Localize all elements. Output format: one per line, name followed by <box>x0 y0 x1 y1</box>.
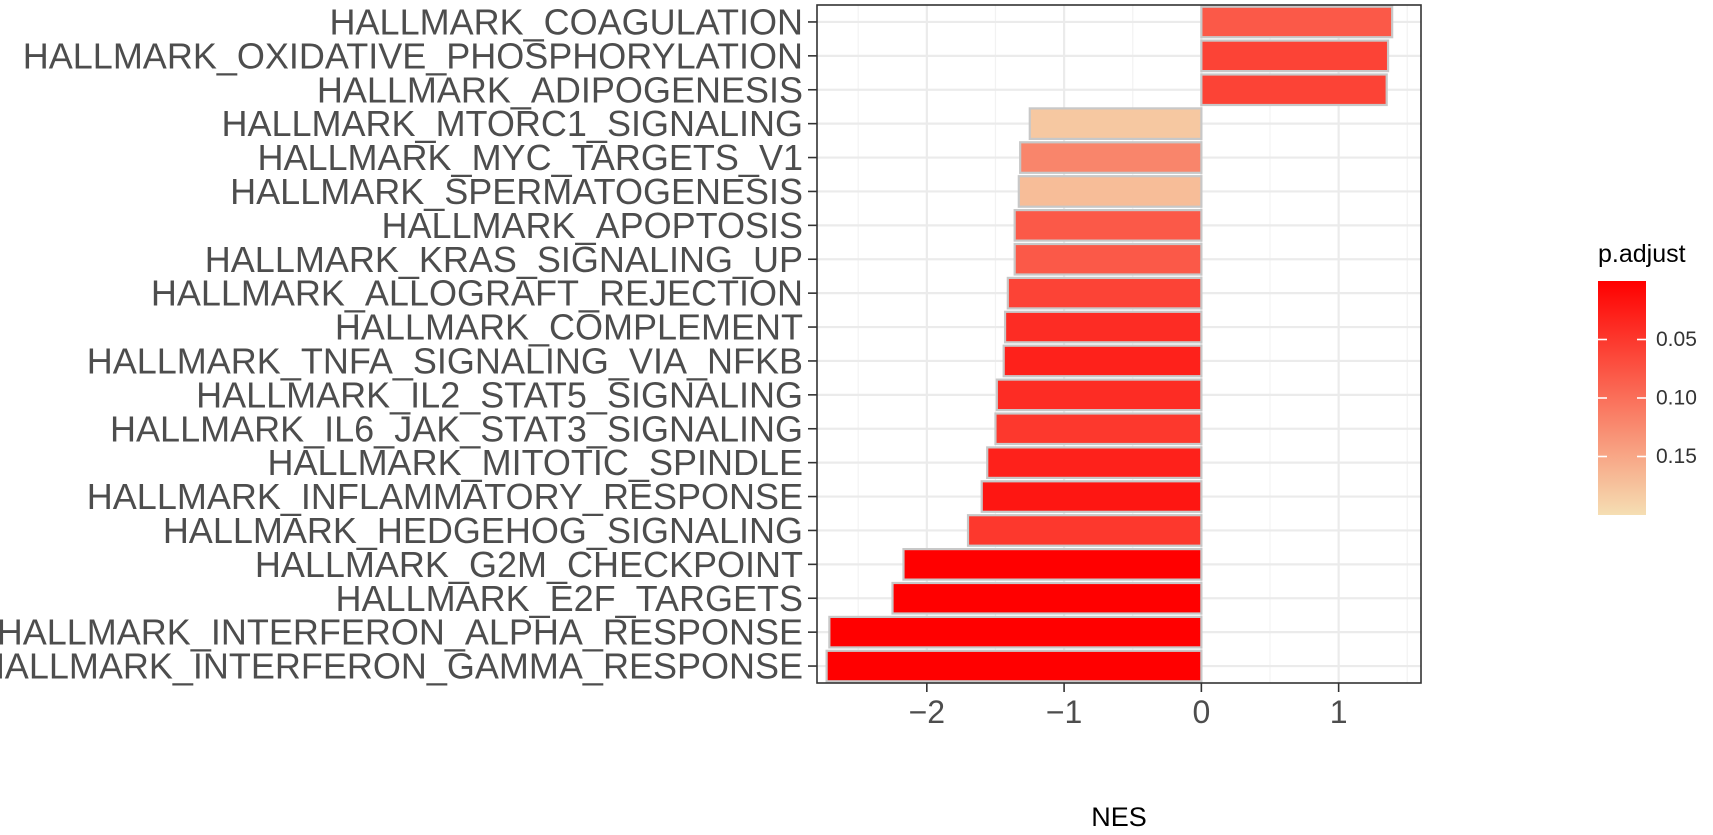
x-tick-label: −1 <box>1046 694 1082 730</box>
x-axis-ticks: −2 −1 0 1 <box>909 683 1348 730</box>
bar <box>1006 276 1203 310</box>
category-label: HALLMARK_KRAS_SIGNALING_UP <box>205 239 803 280</box>
bar <box>891 581 1203 615</box>
legend-tick-label: 0.05 <box>1656 328 1697 351</box>
category-label: HALLMARK_ADIPOGENESIS <box>317 69 803 110</box>
color-legend: p.adjust 0.05 0.10 0.15 <box>1598 240 1697 515</box>
category-label: HALLMARK_TNFA_SIGNALING_VIA_NFKB <box>87 340 803 381</box>
legend-tick-label: 0.15 <box>1656 445 1697 468</box>
bar <box>995 378 1203 412</box>
x-axis-title: NES <box>1091 802 1147 832</box>
x-tick-label: 0 <box>1192 694 1210 730</box>
bar <box>1013 208 1203 242</box>
bar <box>1003 310 1203 344</box>
x-tick-label: −2 <box>909 694 945 730</box>
bar <box>1013 242 1203 276</box>
bar <box>1017 175 1203 208</box>
bar <box>994 412 1203 446</box>
bar <box>1200 73 1388 107</box>
category-label: HALLMARK_HEDGEHOG_SIGNALING <box>163 510 803 551</box>
category-label: HALLMARK_COAGULATION <box>330 1 803 42</box>
bar <box>966 514 1203 547</box>
bar <box>828 615 1203 649</box>
bar <box>986 446 1203 480</box>
bar <box>1200 39 1390 73</box>
category-label: HALLMARK_G2M_CHECKPOINT <box>255 544 803 585</box>
x-tick-label: 1 <box>1330 694 1348 730</box>
bar <box>1019 141 1203 174</box>
category-label: HALLMARK_IL2_STAT5_SIGNALING <box>196 374 803 415</box>
bar <box>1200 5 1394 39</box>
bar <box>1028 107 1203 141</box>
category-label: HALLMARK_OXIDATIVE_PHOSPHORYLATION <box>23 35 803 76</box>
category-label: HALLMARK_E2F_TARGETS <box>336 578 803 619</box>
legend-tick-label: 0.10 <box>1656 387 1697 410</box>
category-label: HALLMARK_MYC_TARGETS_V1 <box>257 137 803 178</box>
bar <box>825 649 1203 683</box>
category-label: HALLMARK_SPERMATOGENESIS <box>230 171 803 212</box>
category-label: HALLMARK_MITOTIC_SPINDLE <box>268 442 803 483</box>
grid-lines <box>817 5 1421 683</box>
bars <box>825 5 1394 683</box>
category-labels: HALLMARK_COAGULATIONHALLMARK_OXIDATIVE_P… <box>0 1 817 687</box>
plot-panel-border <box>816 4 1422 684</box>
category-label: HALLMARK_INFLAMMATORY_RESPONSE <box>87 476 803 517</box>
bar <box>902 547 1203 581</box>
category-label: HALLMARK_COMPLEMENT <box>335 307 803 348</box>
category-label: HALLMARK_MTORC1_SIGNALING <box>221 103 803 144</box>
legend-ticks: 0.05 0.10 0.15 <box>1598 328 1697 468</box>
bar <box>980 480 1203 513</box>
legend-title: p.adjust <box>1598 240 1686 268</box>
category-label: HALLMARK_IL6_JAK_STAT3_SIGNALING <box>110 408 803 449</box>
category-label: HALLMARK_INTERFERON_GAMMA_RESPONSE <box>0 646 803 687</box>
category-label: HALLMARK_ALLOGRAFT_REJECTION <box>151 273 803 314</box>
bar <box>1002 344 1203 378</box>
category-label: HALLMARK_APOPTOSIS <box>382 205 804 246</box>
category-label: HALLMARK_INTERFERON_ALPHA_RESPONSE <box>0 612 803 653</box>
